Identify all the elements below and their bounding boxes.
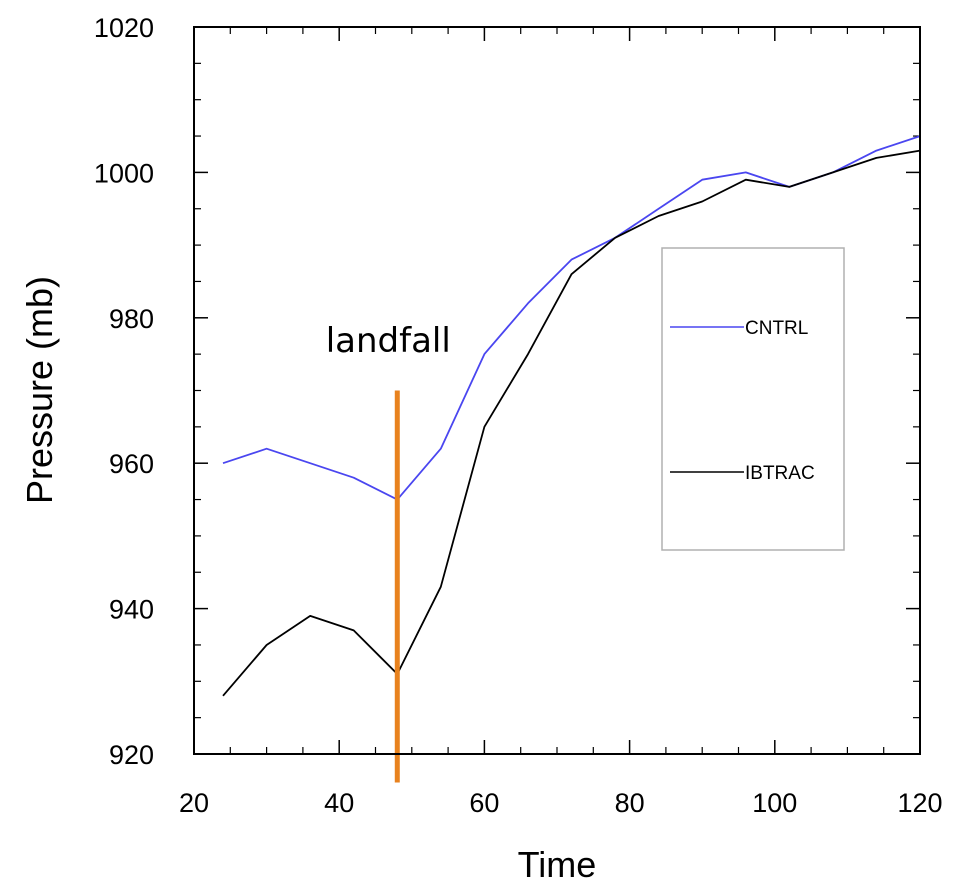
x-tick-label: 120	[897, 788, 942, 818]
y-tick-label: 960	[109, 449, 154, 479]
y-tick-label: 920	[109, 740, 154, 770]
annotation-layer: landfall	[326, 321, 451, 783]
x-axis-title: Time	[518, 844, 597, 885]
x-tick-label: 20	[179, 788, 209, 818]
series-line-ibtrac	[222, 149, 921, 697]
legend-box	[661, 247, 845, 551]
landfall-label: landfall	[326, 321, 451, 361]
axis-ticks: 20 40 60 80 100 120 920 940 960 980 1000 1020	[94, 13, 943, 818]
x-tick-label: 40	[324, 788, 354, 818]
y-tick-label: 1020	[94, 13, 154, 43]
legend-label-cntrl: CNTRL	[745, 318, 808, 339]
x-tick-label: 60	[469, 788, 499, 818]
x-tick-label: 80	[615, 788, 645, 818]
series-lines	[222, 135, 921, 697]
y-tick-label: 980	[109, 304, 154, 334]
plot-frame	[193, 26, 921, 755]
y-tick-label: 1000	[94, 158, 154, 188]
y-axis-title: Pressure (mb)	[19, 276, 60, 504]
legend-label-ibtrac: IBTRAC	[745, 463, 815, 484]
x-tick-label: 100	[752, 788, 797, 818]
legend: CNTRL IBTRAC	[661, 247, 845, 551]
y-tick-label: 940	[109, 595, 154, 625]
